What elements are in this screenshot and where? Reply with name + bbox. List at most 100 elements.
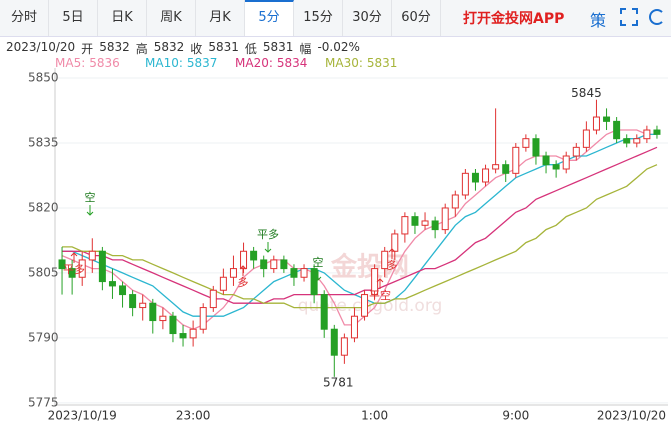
candle-body: [421, 220, 429, 226]
ma-line: [62, 133, 657, 317]
candle-body: [653, 129, 661, 135]
legend-name: MA20: [235, 56, 269, 70]
candle-body: [562, 155, 570, 170]
candle-body: [300, 268, 308, 278]
candle-body: [78, 259, 86, 278]
ma-line: [62, 146, 658, 304]
x-tick-label: 2023/10/20: [597, 409, 666, 423]
candle-body: [98, 250, 106, 283]
signal-arrow-head: [314, 276, 322, 281]
y-tick-label: 5790: [28, 330, 59, 344]
refresh-icon[interactable]: [649, 9, 665, 25]
x-tick-label: 23:00: [176, 409, 211, 423]
candle-body: [88, 250, 96, 261]
x-tick-label: 1:00: [361, 409, 388, 423]
candle-body: [209, 289, 217, 309]
info-line: 2023/10/20 开 5832 高 5832 收 5831 低 5831 幅 -0.02%: [6, 40, 360, 57]
min-label: 5781: [323, 375, 354, 389]
signal-label: 多: [387, 258, 398, 272]
fullscreen-icon[interactable]: [620, 8, 638, 26]
candle-body: [179, 333, 187, 339]
legend-value: 5831: [366, 56, 398, 70]
candle-body: [119, 285, 127, 296]
candle-body: [330, 328, 338, 356]
signal-arrow-head: [70, 252, 78, 257]
candle-body: [441, 207, 449, 231]
info-value: 5832: [153, 40, 185, 54]
tab[interactable]: 周K: [147, 0, 196, 36]
candle-body: [401, 216, 409, 235]
legend-name: MA30: [325, 56, 359, 70]
legend-sep: :: [358, 56, 363, 70]
candle-body: [270, 259, 278, 270]
candle-body: [482, 168, 490, 183]
candle-body: [613, 120, 621, 140]
tab[interactable]: 5分: [245, 0, 294, 36]
tab[interactable]: 15分: [294, 0, 343, 36]
candle-body: [552, 164, 560, 170]
candle-body: [431, 220, 439, 231]
candle-body: [219, 276, 227, 291]
legend-value: 5834: [276, 56, 308, 70]
tab-bar: 分时 5日 日K 周K 月K 5分 15分 30分 60分 打开金投网APP: [0, 0, 671, 37]
signal-arrow-head: [239, 265, 247, 270]
signal-arrow-head: [388, 248, 396, 253]
candle-body: [280, 259, 288, 270]
candle-body: [361, 294, 369, 317]
tab[interactable]: 日K: [98, 0, 147, 36]
signal-label: 平多: [63, 262, 85, 276]
candle-body: [603, 116, 611, 122]
watermark: quote.cngold.org: [298, 296, 443, 316]
candle-body: [139, 302, 147, 309]
legend-value: 5836: [89, 56, 120, 70]
candle-body: [189, 328, 197, 339]
candle-body: [250, 250, 258, 261]
legend-sep: :: [268, 56, 273, 70]
candle-body: [58, 259, 66, 270]
tab[interactable]: 5日: [49, 0, 98, 36]
tab[interactable]: 分时: [0, 0, 49, 36]
candle-body: [532, 138, 540, 157]
y-tick-label: 5835: [28, 136, 59, 150]
legend-entry: MA30: 5831: [325, 56, 415, 70]
info-label: 低: [244, 42, 257, 56]
candle-body: [411, 216, 419, 226]
info-value: -0.02%: [317, 40, 360, 54]
ma-line: [61, 129, 657, 330]
tab[interactable]: 月K: [196, 0, 245, 36]
ma-line: [62, 164, 658, 309]
signal-label: 平空: [369, 288, 391, 302]
candle-body: [512, 146, 520, 174]
signal-label: 平多: [257, 227, 279, 241]
candle-body: [340, 337, 348, 356]
legend-value: 5837: [186, 56, 218, 70]
app-link[interactable]: 打开金投网APP: [463, 11, 565, 27]
legend-sep: :: [178, 56, 183, 70]
info-label: 收: [190, 42, 203, 56]
candle-body: [240, 250, 248, 270]
info-value: 5831: [208, 40, 239, 54]
y-tick-label: 5820: [28, 200, 59, 214]
candle-body: [582, 129, 590, 148]
x-tick-label: 9:00: [502, 409, 529, 423]
candle-body: [108, 281, 116, 287]
candle-body: [633, 138, 641, 144]
candle-body: [572, 146, 580, 157]
candle-body: [471, 172, 479, 183]
signal-arrow-head: [264, 248, 272, 253]
candle-body: [169, 315, 177, 335]
max-label: 5845: [571, 86, 602, 100]
tab[interactable]: 60分: [392, 0, 441, 36]
ma-legend: MA5: 5836 MA10: 5837 MA20: 5834 MA30: 5831: [55, 56, 415, 70]
candle-body: [522, 138, 530, 148]
legend-entry: MA5: 5836: [55, 56, 145, 70]
x-tick-label: 2023/10/19: [48, 409, 117, 423]
candle-body: [542, 155, 550, 166]
candle-body: [290, 268, 298, 278]
signal-label: 空: [313, 255, 324, 269]
strategy-icon[interactable]: 策: [590, 11, 607, 30]
candle-body: [461, 172, 469, 196]
tab[interactable]: 30分: [343, 0, 392, 36]
candle-body: [310, 268, 318, 296]
